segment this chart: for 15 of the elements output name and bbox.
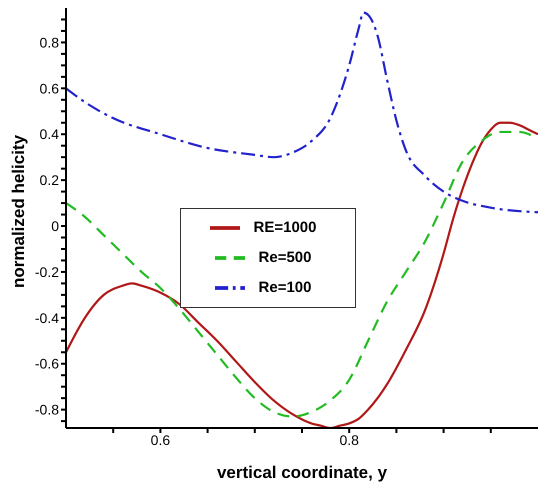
legend-label: Re=500: [258, 248, 312, 266]
y-tick-label: -0.4: [34, 310, 60, 326]
y-tick-label: 0.4: [40, 126, 60, 142]
legend-label: RE=1000: [254, 218, 316, 236]
y-tick-label: 0.6: [40, 80, 60, 96]
y-axis-title: normalized helicity: [9, 134, 28, 288]
line-series: [66, 11, 538, 214]
y-tick-label: 0.2: [40, 172, 60, 188]
y-tick-label: -0.6: [34, 356, 60, 372]
legend-label: Re=100: [258, 278, 312, 296]
y-tick-label: -0.2: [34, 264, 60, 280]
y-tick-label: -0.8: [34, 402, 60, 418]
x-axis-title: vertical coordinate, y: [216, 463, 388, 482]
y-tick-label: 0.8: [40, 34, 60, 50]
y-tick-label: 0: [51, 218, 60, 234]
